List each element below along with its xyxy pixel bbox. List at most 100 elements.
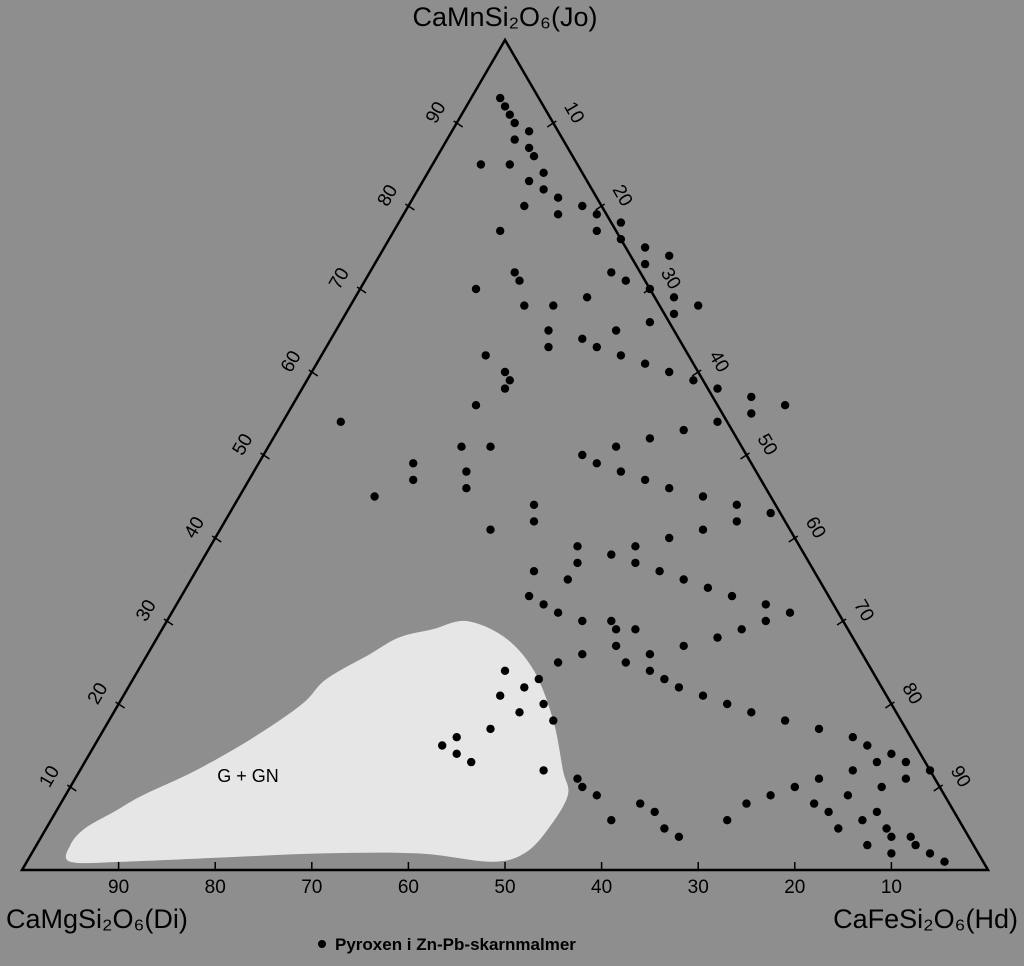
data-point <box>824 807 833 817</box>
data-point <box>592 210 601 219</box>
data-point <box>553 210 563 219</box>
data-point <box>578 201 587 211</box>
data-point <box>834 824 843 833</box>
data-point <box>500 666 510 675</box>
data-point <box>520 301 529 310</box>
data-point <box>645 318 655 327</box>
data-point <box>520 683 529 692</box>
data-point <box>650 807 659 817</box>
data-point <box>766 791 775 800</box>
tick-left-10 <box>66 784 77 792</box>
tick-label-right-20: 20 <box>608 181 637 210</box>
data-point <box>713 633 722 642</box>
tick-right-40 <box>691 369 702 377</box>
data-point <box>790 782 799 792</box>
data-point <box>698 525 708 534</box>
tick-right-80 <box>884 701 895 709</box>
data-point <box>510 118 519 128</box>
data-point <box>553 608 563 617</box>
data-point <box>578 334 587 343</box>
data-point <box>515 708 524 717</box>
tick-label-bottom-90: 90 <box>108 877 129 898</box>
tick-label-right-10: 10 <box>559 98 588 127</box>
data-point <box>578 782 587 792</box>
data-point <box>486 442 495 451</box>
data-point <box>520 201 529 211</box>
region-label: G + GN <box>217 766 279 786</box>
data-point <box>645 666 655 675</box>
tick-label-right-30: 30 <box>656 264 685 293</box>
data-point <box>476 160 486 169</box>
tick-label-left-20: 20 <box>84 679 113 708</box>
data-point <box>549 301 558 310</box>
data-point <box>471 401 481 410</box>
tick-right-70 <box>836 618 847 626</box>
data-point <box>872 757 882 767</box>
data-point <box>524 143 534 153</box>
data-point <box>607 816 616 825</box>
data-point <box>785 608 795 617</box>
vertex-label-top: CaMnSi₂O₆(Jo) <box>413 2 598 32</box>
data-point <box>742 799 751 808</box>
data-point <box>409 475 418 485</box>
tick-left-80 <box>404 203 415 211</box>
data-point <box>616 235 626 244</box>
data-point <box>505 376 514 385</box>
data-point <box>549 716 558 725</box>
vertex-label-left: CaMgSi₂O₆(Di) <box>6 904 188 934</box>
data-point <box>640 243 650 252</box>
data-point <box>524 591 534 601</box>
tick-label-right-90: 90 <box>946 762 975 791</box>
data-point <box>679 575 688 584</box>
data-point <box>563 575 572 584</box>
data-point <box>925 849 935 858</box>
data-point <box>534 674 543 684</box>
data-point <box>848 766 857 775</box>
tick-right-10 <box>546 120 557 128</box>
tick-label-right-50: 50 <box>753 430 782 459</box>
data-point <box>611 442 621 451</box>
tick-left-90 <box>453 120 464 128</box>
tick-label-bottom-10: 10 <box>881 877 902 898</box>
data-point <box>539 766 548 775</box>
data-point <box>669 293 679 302</box>
data-point <box>409 459 418 468</box>
data-point <box>336 417 345 426</box>
tick-label-right-40: 40 <box>704 347 733 376</box>
data-point <box>573 558 582 568</box>
data-point <box>732 500 741 509</box>
data-point <box>611 326 621 335</box>
data-point <box>539 600 548 609</box>
data-point <box>761 600 770 609</box>
legend-marker <box>318 940 326 948</box>
data-point <box>481 351 490 360</box>
data-point <box>665 533 674 543</box>
data-point <box>438 741 447 750</box>
tick-right-20 <box>595 203 606 211</box>
tick-right-90 <box>933 784 944 792</box>
data-point <box>674 832 684 841</box>
data-point <box>553 658 563 667</box>
tick-right-50 <box>740 452 750 460</box>
data-point <box>515 276 524 285</box>
tick-label-right-70: 70 <box>849 596 878 625</box>
data-point <box>592 791 601 800</box>
data-point <box>462 484 471 493</box>
data-point <box>887 849 896 858</box>
data-point <box>496 226 505 236</box>
data-point <box>761 616 770 626</box>
data-point <box>505 160 514 169</box>
data-point <box>578 450 587 460</box>
data-point <box>645 434 655 443</box>
data-point <box>500 102 510 111</box>
data-point <box>732 517 741 526</box>
data-point <box>471 284 481 294</box>
legend-label: Pyroxen i Zn-Pb-skarnmalmer <box>335 935 576 954</box>
data-point <box>640 475 650 485</box>
data-point <box>737 625 746 634</box>
data-point <box>901 757 911 767</box>
data-point <box>694 301 703 310</box>
data-point <box>500 367 510 377</box>
data-point <box>645 650 655 659</box>
